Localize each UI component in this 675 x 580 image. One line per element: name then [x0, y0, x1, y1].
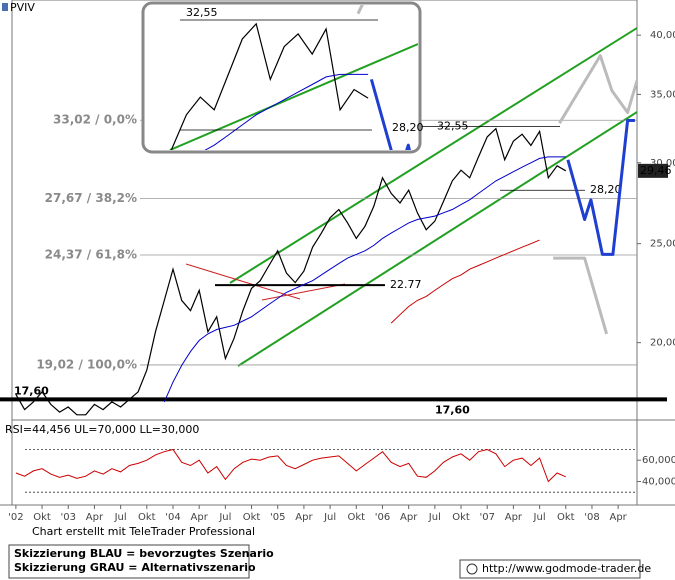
x-tick-label: Apr — [191, 512, 209, 523]
chart-title: PVIV — [10, 1, 35, 14]
x-tick-label: Okt — [138, 512, 156, 523]
inset-frame — [141, 1, 422, 154]
inset-level-label: 32,55 — [186, 6, 218, 19]
inset-layer — [170, 5, 411, 150]
price-line — [163, 156, 566, 403]
inset-text: 32,55 28,20 — [180, 6, 424, 134]
symbol-icon — [2, 3, 8, 11]
x-tick-label: Jul — [114, 512, 127, 523]
legend-box — [8, 544, 250, 579]
price-line — [204, 73, 369, 150]
triangle-line — [261, 283, 346, 301]
scenario-line — [566, 119, 635, 256]
x-tick-label: '03 — [61, 512, 76, 523]
x-tick-label: '04 — [165, 512, 180, 523]
price-line — [170, 22, 369, 150]
support-label: 28,20 — [590, 183, 622, 196]
main-layer: 33,02 / 0,0% 27,67 / 38,2% 24,37 / 61,8% 19… — [0, 54, 667, 416]
x-tick-label: Okt — [452, 512, 470, 523]
inset-channel — [169, 43, 418, 150]
x-tick-label: Okt — [557, 512, 575, 523]
drawings — [185, 27, 637, 367]
x-tick-label: Okt — [347, 512, 365, 523]
x-tick-label: Jul — [323, 512, 336, 523]
y-tick-label: 35,00 — [650, 89, 675, 100]
price-line — [15, 127, 567, 416]
mid-level-label: 22.77 — [390, 278, 422, 291]
inset-level-label: 28,20 — [392, 121, 424, 134]
credit: Chart erstellt mit TeleTrader Profession… — [32, 525, 255, 538]
source: http://www.godmode-trader.de — [482, 562, 651, 575]
resistance-label: 32,55 — [437, 120, 469, 133]
y-tick-label: 25,00 — [650, 239, 675, 250]
x-tick-label: Apr — [609, 512, 627, 523]
y-tick-label: 20,00 — [650, 338, 675, 349]
last-price-label: 29,46 — [640, 164, 672, 177]
scenario-line — [553, 54, 637, 335]
x-tick-label: '07 — [479, 512, 494, 523]
fib-label: 24,37 / 61,8% — [45, 247, 137, 261]
channel-upper — [229, 27, 637, 284]
source-icon — [466, 563, 478, 575]
fib-label: 33,02 / 0,0% — [53, 113, 137, 127]
channel-lower — [237, 111, 637, 367]
rsi-tick-label: 60,000 — [642, 455, 675, 466]
legend-entry: Skizzierung GRAU = Alternativszenario — [14, 561, 256, 574]
source-box — [459, 559, 641, 579]
x-tick-label: '08 — [584, 512, 599, 523]
legend-entry: Skizzierung BLAU = bevorzugtes Szenario — [14, 547, 274, 560]
rsi-tick-label: 40,000 — [642, 477, 675, 488]
x-tick-label: Jul — [533, 512, 546, 523]
x-tick-label: '02 — [8, 512, 23, 523]
fib-label: 19,02 / 100,0% — [36, 357, 137, 371]
triangle-line — [185, 263, 301, 300]
rsi-title: RSI=44,456 UL=70,000 LL=30,000 — [5, 423, 199, 436]
y-tick-label: 40,00 — [650, 30, 675, 41]
x-tick-label: Jul — [428, 512, 441, 523]
x-tick-label: Jul — [218, 512, 231, 523]
x-tick-label: '06 — [375, 512, 390, 523]
rsi-line — [15, 448, 567, 483]
x-tick-label: Apr — [505, 512, 523, 523]
x-tick-label: Apr — [295, 512, 313, 523]
fib-label: 27,67 / 38,2% — [45, 191, 137, 205]
series-group — [15, 54, 637, 416]
last-price-box — [638, 163, 668, 178]
base-level-label: 17,60 — [435, 403, 470, 416]
y-tick-label: 30,00 — [650, 158, 675, 169]
price-line — [390, 239, 540, 324]
x-tick-label: '05 — [270, 512, 285, 523]
x-tick-label: Apr — [400, 512, 418, 523]
x-tick-label: Apr — [86, 512, 104, 523]
x-tick-label: Okt — [243, 512, 261, 523]
x-tick-label: Okt — [33, 512, 51, 523]
